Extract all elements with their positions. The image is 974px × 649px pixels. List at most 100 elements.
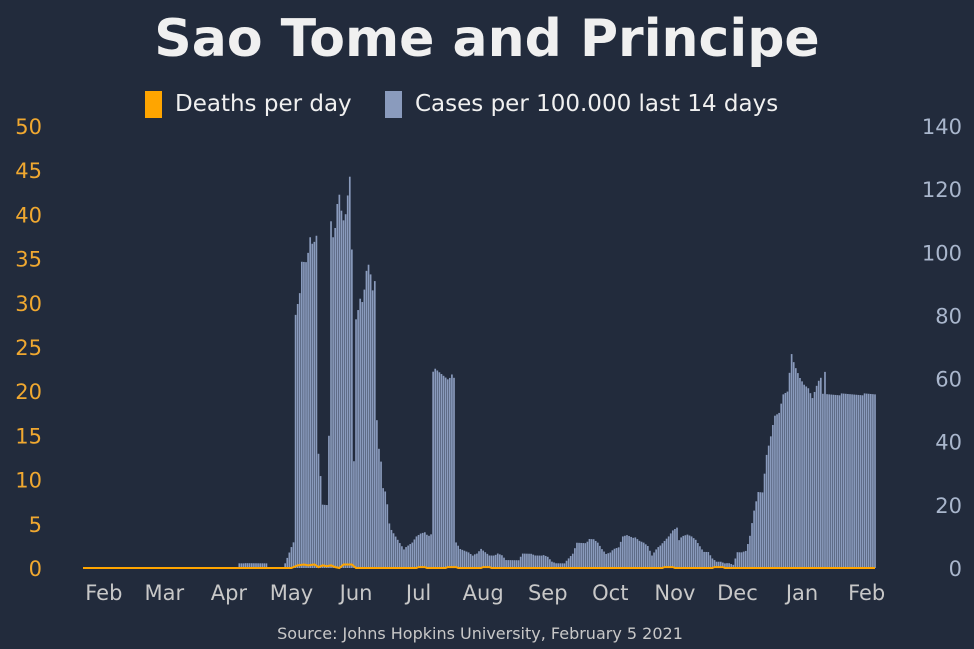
cases-bar	[405, 547, 407, 568]
x-axis-tick: Feb	[85, 581, 122, 605]
cases-bar	[494, 554, 497, 568]
cases-bar	[376, 420, 378, 568]
cases-bar	[392, 533, 395, 568]
cases-bar	[544, 555, 547, 568]
cases-bar	[371, 290, 374, 568]
cases-bar	[553, 562, 555, 568]
left-axis-tick: 50	[15, 115, 42, 139]
cases-bar	[828, 394, 830, 568]
cases-bar	[628, 536, 630, 568]
cases-bar	[530, 553, 532, 568]
cases-bar	[684, 535, 687, 568]
cases-bar	[442, 375, 445, 568]
cases-bar	[778, 412, 780, 568]
right-axis-tick: 20	[935, 494, 962, 518]
cases-bar	[342, 220, 345, 568]
cases-bar	[517, 560, 520, 568]
cases-bar	[832, 394, 835, 568]
right-axis-tick: 100	[922, 241, 962, 265]
cases-bar	[286, 557, 289, 568]
cases-bar	[649, 550, 651, 568]
cases-bar	[609, 552, 612, 568]
cases-bar	[332, 237, 334, 568]
cases-bar	[724, 563, 726, 568]
cases-bar	[250, 563, 253, 568]
cases-bar	[730, 564, 733, 568]
cases-bar	[574, 548, 576, 568]
cases-bar	[263, 563, 266, 568]
cases-bar	[682, 535, 685, 568]
cases-bar	[657, 547, 660, 568]
x-axis-tick: Apr	[211, 581, 248, 605]
cases-bar	[467, 552, 470, 568]
source-note: Source: Johns Hopkins University, Februa…	[277, 624, 683, 643]
cases-bar	[446, 379, 449, 568]
cases-bar	[386, 504, 389, 568]
cases-bar	[738, 552, 741, 568]
cases-bar	[492, 555, 495, 568]
cases-bar	[757, 492, 760, 568]
cases-bar	[576, 542, 578, 568]
cases-bar	[765, 454, 768, 568]
cases-bar	[311, 243, 314, 568]
cases-bar	[521, 553, 524, 568]
cases-bar	[686, 534, 689, 568]
cases-bar	[536, 555, 539, 568]
left-axis-tick: 20	[15, 380, 42, 404]
cases-bar	[538, 555, 541, 568]
cases-bar	[361, 302, 364, 568]
cases-bar	[484, 552, 487, 568]
cases-bar	[794, 368, 797, 568]
cases-bar	[865, 393, 868, 568]
cases-bar	[578, 542, 580, 568]
cases-bar	[526, 553, 528, 568]
cases-bar	[474, 554, 476, 568]
cases-bar	[259, 563, 261, 568]
legend: Deaths per day Cases per 100.000 last 14…	[145, 91, 778, 118]
cases-bar	[776, 414, 778, 568]
cases-bar	[292, 542, 295, 568]
cases-bar	[688, 535, 691, 568]
cases-bar	[830, 394, 833, 568]
cases-bar	[555, 563, 557, 568]
cases-bar	[284, 563, 286, 568]
cases-bar	[717, 561, 720, 568]
right-axis-tick: 40	[935, 431, 962, 455]
x-axis-tick: Jan	[784, 581, 818, 605]
cases-bar	[334, 227, 337, 569]
cases-bar	[290, 547, 293, 568]
x-axis-tick: Oct	[592, 581, 628, 605]
cases-bar	[859, 395, 862, 568]
cases-bar	[732, 564, 735, 568]
cases-bar	[469, 554, 472, 568]
cases-bar	[384, 491, 387, 568]
cases-bar	[434, 368, 437, 568]
cases-bar	[476, 553, 478, 568]
cases-bar	[784, 392, 787, 568]
cases-bar	[747, 544, 749, 568]
cases-bar	[709, 555, 712, 568]
cases-bar	[651, 555, 653, 568]
cases-bar	[440, 374, 443, 568]
cases-bar	[817, 380, 820, 568]
cases-bar	[755, 501, 758, 568]
cases-bar	[619, 541, 622, 568]
cases-bar	[853, 394, 855, 568]
cases-bar	[661, 543, 664, 568]
left-axis-tick: 30	[15, 292, 42, 316]
cases-bar	[499, 554, 501, 568]
cases-bar	[528, 553, 530, 568]
cases-bar	[857, 394, 860, 568]
cases-bar	[448, 377, 451, 568]
cases-bar	[809, 393, 812, 568]
cases-bar	[307, 252, 309, 568]
cases-bar	[338, 194, 341, 568]
cases-bar	[642, 542, 645, 568]
cases-bar	[872, 394, 874, 568]
cases-bar	[588, 539, 591, 568]
cases-bar	[813, 391, 816, 568]
cases-bar	[838, 395, 841, 568]
x-axis-tick: Jul	[404, 581, 431, 605]
cases-bar	[432, 371, 434, 568]
